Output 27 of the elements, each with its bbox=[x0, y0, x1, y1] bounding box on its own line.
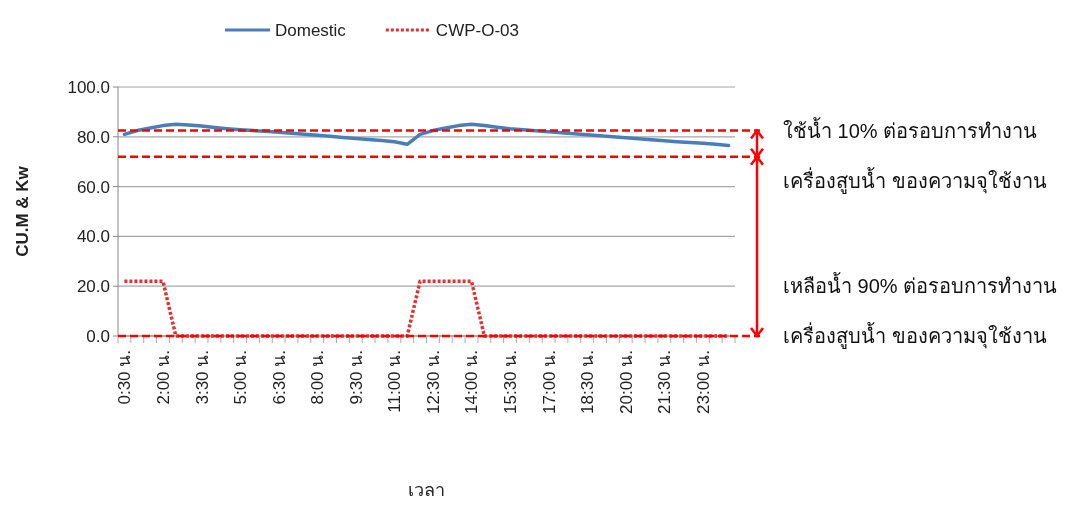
x-tick-label: 9:30 น. bbox=[346, 350, 366, 405]
y-axis-title: CU.M & Kw bbox=[13, 165, 32, 257]
x-tick-label: 2:00 น. bbox=[153, 350, 173, 405]
x-tick-label: 14:00 น. bbox=[462, 350, 482, 414]
x-tick-label: 3:30 น. bbox=[192, 350, 212, 405]
x-tick-label: 15:30 น. bbox=[501, 350, 521, 414]
y-tick-label: 60.0 bbox=[76, 177, 110, 197]
x-tick-label: 12:30 น. bbox=[423, 350, 443, 414]
y-tick-label: 0.0 bbox=[86, 327, 110, 346]
x-tick-label: 11:00 น. bbox=[385, 350, 405, 413]
legend-label: Domestic bbox=[275, 21, 347, 40]
x-tick-label: 23:00 น. bbox=[693, 350, 713, 414]
x-tick-label: 0:30 น. bbox=[115, 350, 135, 405]
x-tick-label: 20:00 น. bbox=[616, 350, 636, 414]
x-tick-label: 18:30 น. bbox=[578, 350, 598, 414]
y-tick-label: 80.0 bbox=[76, 127, 110, 147]
text: ใช้น้ำ 10% ต่อรอบการทำงาน เครื่องสูบน้ำ ของความจุใช้งาน bbox=[783, 119, 1047, 192]
x-tick-label: 17:00 น. bbox=[539, 350, 559, 414]
legend-label: CWP-O-03 bbox=[435, 21, 519, 40]
x-tick-label: 5:00 น. bbox=[231, 350, 251, 405]
y-tick-label: 100.0 bbox=[67, 78, 110, 97]
x-tick-label: 6:30 น. bbox=[269, 350, 289, 405]
x-tick-label: 21:30 น. bbox=[655, 350, 675, 414]
y-tick-label: 20.0 bbox=[76, 277, 110, 297]
x-tick-label: 8:00 น. bbox=[308, 350, 328, 405]
y-tick-label: 40.0 bbox=[76, 227, 110, 247]
x-axis-title: เวลา bbox=[408, 480, 445, 500]
